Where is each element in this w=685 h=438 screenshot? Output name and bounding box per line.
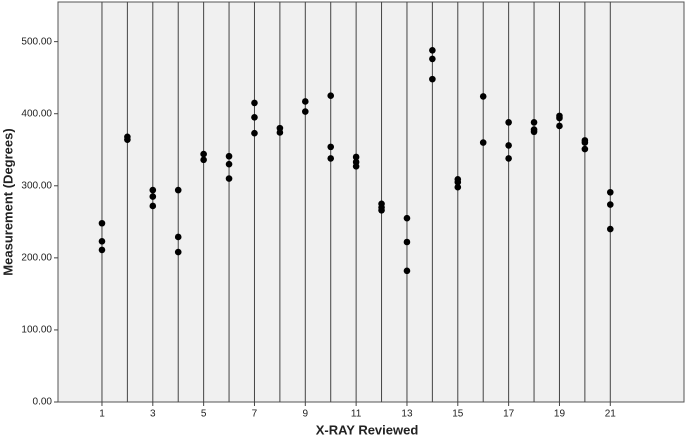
point [403, 238, 411, 246]
point [124, 136, 131, 143]
x-tick-label: 3 [150, 409, 156, 420]
point [606, 201, 614, 208]
point [530, 119, 538, 126]
point [429, 75, 436, 83]
point [403, 214, 411, 222]
x-tick-label: 7 [252, 409, 258, 420]
point [581, 139, 589, 146]
point [225, 160, 233, 168]
x-tick-label: 13 [401, 409, 413, 420]
x-tick-label: 19 [554, 409, 566, 420]
point [276, 129, 284, 136]
point [479, 139, 487, 146]
point [581, 145, 589, 153]
point [251, 129, 258, 137]
x-tick-label: 21 [605, 409, 617, 420]
point [454, 178, 462, 186]
point [98, 246, 106, 254]
point [454, 183, 462, 191]
point [200, 150, 207, 158]
point [378, 206, 385, 214]
point [352, 163, 360, 170]
point [149, 186, 157, 194]
point [403, 267, 411, 275]
point [505, 155, 512, 162]
point [301, 98, 309, 105]
point [225, 152, 233, 160]
point [606, 188, 614, 196]
point [251, 114, 258, 121]
y-tick-label: 300.00 [21, 180, 52, 191]
y-tick-label: 500.00 [21, 36, 52, 47]
point [505, 142, 512, 149]
point [429, 55, 436, 63]
x-tick-label: 1 [99, 409, 105, 420]
point [327, 155, 335, 162]
point [606, 225, 614, 233]
y-tick-label: 0.00 [33, 397, 53, 408]
point [149, 202, 157, 210]
point [149, 193, 157, 200]
point [505, 119, 512, 126]
point [251, 99, 258, 107]
point [174, 233, 182, 241]
point [200, 156, 207, 164]
point [352, 153, 360, 161]
x-tick-label: 11 [351, 409, 362, 420]
point [174, 248, 182, 256]
y-axis-title: Measurement (Degrees) [0, 128, 15, 275]
point [301, 108, 309, 115]
point [429, 46, 436, 54]
point [327, 143, 335, 151]
x-tick-label: 15 [452, 409, 464, 420]
point [225, 175, 233, 182]
y-tick-label: 200.00 [21, 252, 52, 263]
x-tick-label: 9 [303, 409, 309, 420]
point [556, 114, 563, 122]
point [479, 93, 487, 100]
x-tick-label: 5 [201, 409, 207, 420]
y-tick-label: 400.00 [21, 108, 52, 119]
x-tick-label: 17 [503, 409, 515, 420]
point [530, 128, 538, 136]
point [327, 92, 335, 99]
point [556, 122, 563, 130]
plot-area [57, 1, 685, 403]
x-axis-title: X-RAY Reviewed [316, 422, 419, 437]
point [174, 186, 182, 194]
point [98, 219, 106, 227]
point [98, 237, 106, 245]
y-tick-label: 100.00 [21, 325, 52, 336]
